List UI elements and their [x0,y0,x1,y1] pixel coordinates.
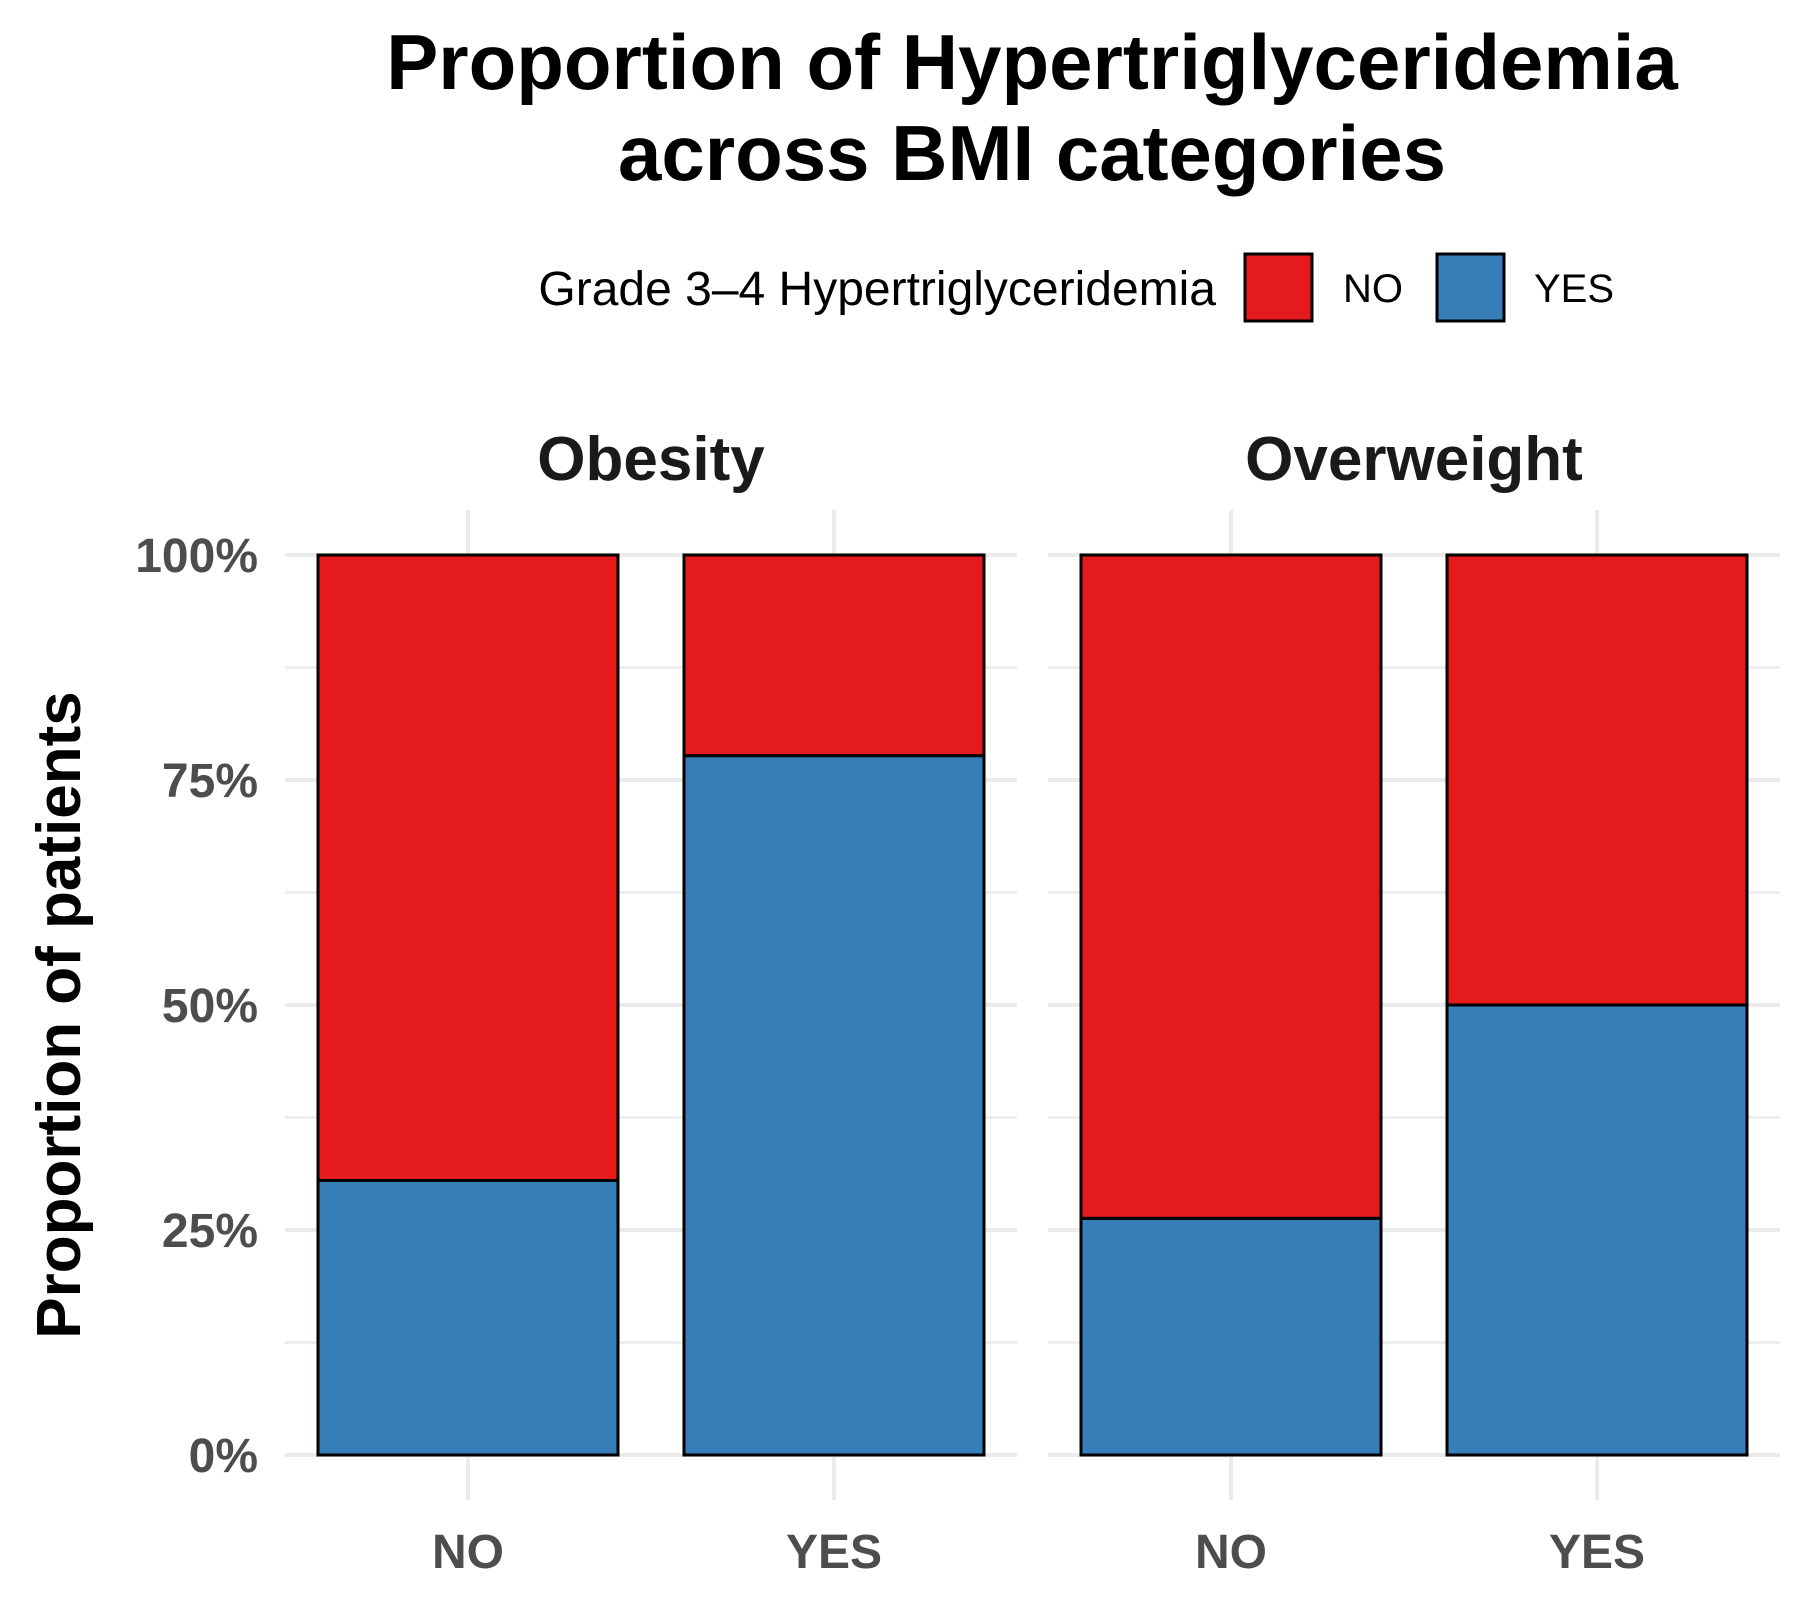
legend: Grade 3–4 Hypertriglyceridemia NO YES [538,252,1614,323]
bar-overweight-no-no [1079,553,1383,1220]
facet-panels: Obesity NO YES Overweight NO YES [285,425,1780,1579]
x-tick-label: NO [1195,1526,1267,1579]
facet-panel-overweight: Overweight NO YES [1048,425,1780,1579]
y-tick-label: 75% [162,755,258,808]
chart-title-line-2: across BMI categories [618,109,1446,197]
legend-label-yes: YES [1534,267,1614,311]
facet-panel-obesity: Obesity NO YES [285,425,1017,1579]
y-tick-label: 25% [162,1205,258,1258]
x-tick-label: NO [432,1526,504,1579]
x-tick-label: YES [786,1526,882,1579]
legend-swatch-yes [1435,252,1506,323]
legend-title: Grade 3–4 Hypertriglyceridemia [538,263,1216,316]
legend-label-no: NO [1343,267,1403,311]
x-tick-label: YES [1549,1526,1645,1579]
bar-overweight-yes-yes [1445,1003,1749,1457]
y-tick-label: 50% [162,980,258,1033]
facet-label-obesity: Obesity [537,425,765,494]
bar-overweight-yes-no [1445,553,1749,1007]
bar-overweight-no-yes [1079,1216,1383,1457]
bar-obesity-no-no [316,553,620,1182]
legend-swatch-no [1243,252,1314,323]
y-axis-title: Proportion of patients [25,691,94,1339]
facet-label-overweight: Overweight [1245,425,1583,494]
bar-obesity-yes-yes [682,754,986,1457]
y-tick-label: 100% [135,530,258,583]
chart-title-line-1: Proportion of Hypertriglyceridemia [386,18,1678,106]
bar-obesity-yes-no [682,553,986,758]
y-axis-ticks: 0% 25% 50% 75% 100% [135,530,258,1483]
y-tick-label: 0% [189,1430,258,1483]
bar-obesity-no-yes [316,1179,620,1457]
